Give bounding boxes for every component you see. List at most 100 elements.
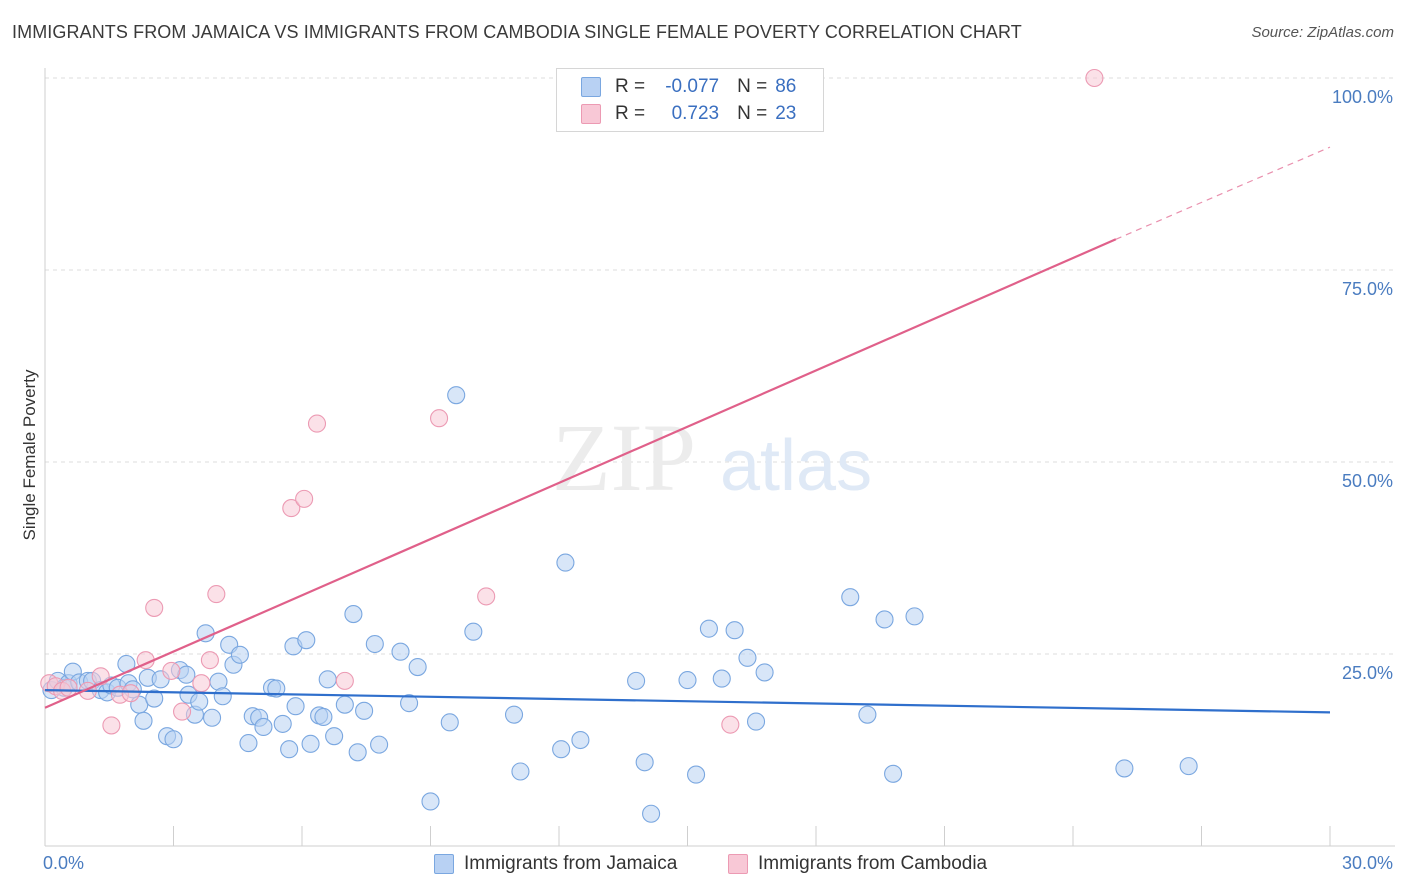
watermark-atlas: atlas [720,426,872,506]
series-legend-jamaica: Immigrants from Jamaica [434,851,677,877]
data-point-jamaica [286,697,305,716]
data-point-jamaica [552,740,571,759]
data-point-cambodia [162,661,181,680]
data-point-cambodia [430,409,449,428]
data-point-cambodia [282,499,301,518]
y-tick-label: 75.0% [1342,279,1393,299]
data-point-jamaica [344,605,363,624]
data-point-jamaica [164,730,183,749]
data-point-jamaica [213,687,232,706]
y-axis-title: Single Female Poverty [20,369,39,541]
tick-labels: 25.0% 50.0% 75.0% 100.0% 0.0% 30.0% [43,87,1393,873]
legend-r-value-cambodia: 0.723 [671,103,720,124]
series-legend-swatch-jamaica [434,854,454,874]
y-tick-label: 25.0% [1342,663,1393,683]
y-tick-label: 100.0% [1332,87,1393,107]
data-point-jamaica [177,665,196,684]
trend-line-jamaica [44,688,1331,714]
axes [44,68,1395,847]
data-point-cambodia [1085,68,1104,88]
data-point-jamaica [447,386,466,405]
data-point-jamaica [190,692,209,711]
y-tick-label: 50.0% [1342,471,1393,491]
data-point-cambodia [477,587,496,606]
data-point-jamaica [280,740,299,759]
data-point-jamaica [370,735,389,754]
data-point-jamaica [635,753,654,772]
data-point-jamaica [511,762,530,781]
data-point-jamaica [408,658,427,677]
data-point-jamaica [254,717,273,737]
series-legend-cambodia: Immigrants from Cambodia [728,851,987,877]
data-point-jamaica [273,714,292,733]
data-point-jamaica [355,701,374,720]
data-point-jamaica [348,743,367,762]
trend-lines [44,146,1331,714]
data-point-jamaica [421,792,440,811]
data-point-jamaica [841,588,860,607]
legend-swatch-cambodia [581,104,601,124]
data-point-cambodia [173,702,192,721]
data-point-jamaica [365,634,384,654]
legend-swatch-jamaica [581,77,601,97]
data-point-jamaica [325,727,344,746]
data-point-jamaica [858,705,877,724]
data-point-cambodia [200,651,219,670]
data-point-jamaica [738,648,757,667]
series-legend-label-jamaica: Immigrants from Jamaica [464,853,678,874]
correlation-legend: R = -0.077 N = 86 R = 0.723 N = 23 [556,68,824,132]
data-point-jamaica [504,705,524,724]
data-point-jamaica [725,621,744,640]
data-point-cambodia [207,585,226,604]
data-point-jamaica [391,642,410,661]
x-tick-label: 30.0% [1342,853,1393,873]
legend-n-value-jamaica: 86 [775,76,797,97]
series-legend-swatch-cambodia [728,854,748,874]
data-point-cambodia [295,489,314,508]
trend-line-cambodia [44,238,1117,709]
data-point-jamaica [875,610,894,629]
chart-source: Source: ZipAtlas.com [1251,24,1394,41]
data-point-cambodia [192,674,211,693]
data-point-jamaica [884,764,903,783]
data-point-jamaica [145,689,164,708]
legend-n-value-cambodia: 23 [775,103,797,124]
data-point-jamaica [314,707,333,727]
data-point-jamaica [464,622,483,641]
watermark: ZIP atlas [552,404,872,511]
legend-r-label: R = [615,103,646,124]
data-point-jamaica [239,734,258,753]
data-point-jamaica [267,679,286,698]
data-point-jamaica [571,730,590,750]
data-point-jamaica [699,619,718,638]
x-tick-label: 0.0% [43,853,84,873]
data-point-cambodia [121,684,140,703]
data-point-jamaica [400,694,419,713]
chart-title: IMMIGRANTS FROM JAMAICA VS IMMIGRANTS FR… [12,22,1022,42]
data-point-jamaica [1179,757,1198,776]
data-point-jamaica [134,711,153,730]
data-point-cambodia [102,716,121,735]
series-jamaica-points [42,386,1198,823]
data-point-jamaica [230,645,249,664]
watermark-zip: ZIP [552,404,696,511]
data-point-jamaica [556,553,575,572]
data-point-cambodia [335,671,354,690]
data-point-jamaica [1115,759,1134,778]
data-point-jamaica [318,670,337,689]
legend-n-label: N = [737,103,768,124]
data-point-jamaica [335,695,354,714]
data-point-cambodia [145,598,164,617]
grid-lines [45,77,1395,655]
data-point-cambodia [307,414,327,433]
series-cambodia-points [40,68,1104,735]
data-point-jamaica [905,607,924,626]
data-point-jamaica [627,671,646,690]
data-point-jamaica [712,669,731,688]
data-point-jamaica [440,713,459,732]
data-point-jamaica [301,734,320,753]
data-point-jamaica [755,663,774,682]
legend-row-jamaica: R = -0.077 N = 86 [581,74,796,100]
data-point-jamaica [678,671,697,690]
